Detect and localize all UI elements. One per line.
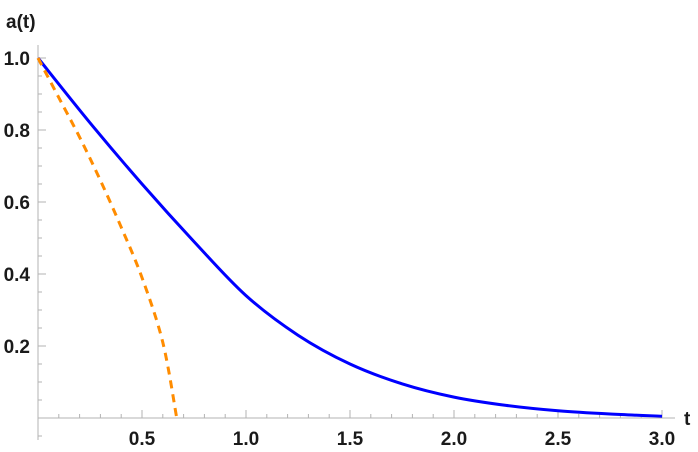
y-tick-label: 0.2 <box>4 337 30 358</box>
y-tick-label: 0.4 <box>4 265 31 286</box>
x-tick-label: 3.0 <box>649 429 675 450</box>
series-exact <box>36 57 663 418</box>
y-tick-label: 0.6 <box>4 193 30 214</box>
x-tick-label: 2.0 <box>441 429 467 450</box>
y-tick-label: 1.0 <box>4 49 30 70</box>
y-tick-label: 0.8 <box>4 121 30 142</box>
data-series <box>36 57 663 419</box>
axes <box>37 45 675 440</box>
x-tick-label: 0.5 <box>129 429 156 450</box>
series-approximation <box>36 57 179 419</box>
y-axis-title: a(t) <box>6 12 36 33</box>
x-tick-label: 1.5 <box>337 429 364 450</box>
x-tick-label: 1.0 <box>233 429 259 450</box>
tick-marks <box>38 57 663 437</box>
tick-labels: 0.5 1.0 1.5 2.0 2.5 3.0 0.2 0.4 0.6 0.8 1.0 <box>4 49 676 450</box>
x-axis-title: t <box>684 409 691 430</box>
x-tick-label: 2.5 <box>545 429 572 450</box>
